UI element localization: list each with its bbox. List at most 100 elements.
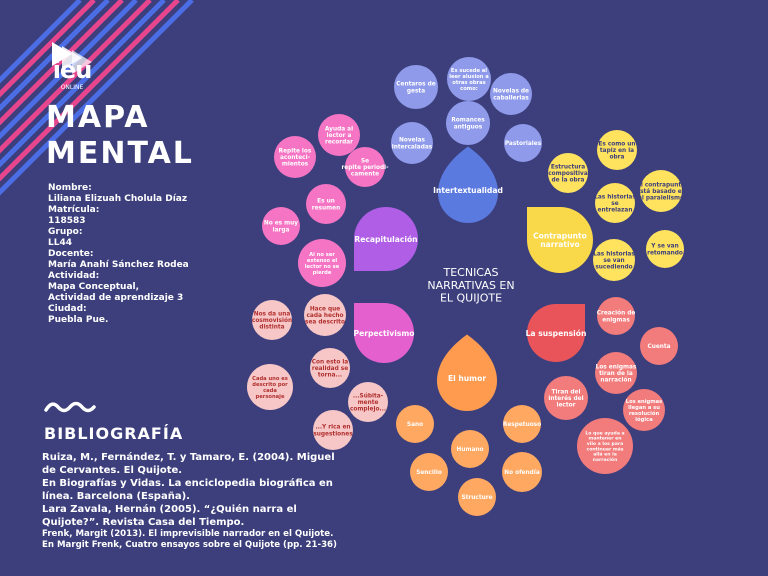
bubble-text: Y se van xyxy=(650,244,678,250)
bubble-text: sucediendo xyxy=(595,265,632,271)
bibliography-title: BIBLIOGRAFÍA xyxy=(44,424,184,443)
branch-label: Perpectivismo xyxy=(354,329,415,338)
branch-label: Recapitulación xyxy=(354,235,417,244)
branch-perpectivismo xyxy=(354,303,414,363)
bubble-text: gesta xyxy=(407,88,425,94)
bubble-text: Es como un xyxy=(598,141,635,147)
bubble-text: Lo que ayuda a xyxy=(585,430,624,436)
bubble-perpectivismo xyxy=(310,348,350,388)
stripe xyxy=(0,0,96,200)
bubble-text: Centaros de xyxy=(396,82,435,88)
center-title: NARRATIVAS EN xyxy=(427,279,514,292)
bubble-perpectivismo xyxy=(304,294,346,336)
logo-text: ieu xyxy=(52,56,93,84)
bibliography-line: línea. Barcelona (España). xyxy=(42,491,190,502)
bubble-la-suspension xyxy=(544,376,588,420)
bubble-el-humor xyxy=(451,430,489,468)
bubble-recapitulacion xyxy=(262,207,300,245)
bubble-text: Al no ser xyxy=(309,252,335,258)
bubble-la-suspension xyxy=(595,352,637,394)
bubble-text: Es sucede al xyxy=(451,68,487,74)
bubble-text: de la obra xyxy=(552,178,585,184)
bubble-text: vilo a los para xyxy=(587,441,623,447)
bubble-text: extenso el xyxy=(307,258,338,264)
bubble-intertextualidad xyxy=(490,73,532,115)
bubble-text: personaje xyxy=(256,394,285,400)
bubble-text: resumen xyxy=(312,205,340,211)
bubble-text: Estructura xyxy=(551,164,585,170)
bubble-text: está basado en xyxy=(636,188,686,195)
bubble-text: retomando xyxy=(647,250,683,256)
bubble-la-suspension xyxy=(597,297,635,335)
bubble-text: tapiz en la xyxy=(600,148,634,154)
stripe xyxy=(0,0,138,200)
bubble-text: tiran de la xyxy=(599,371,633,377)
bubble-text: otras obras xyxy=(452,80,485,86)
bubble-contrapunto-narrativo xyxy=(646,230,684,268)
bubble-text: larga xyxy=(273,227,290,233)
bubble-text: Repite los xyxy=(279,148,312,154)
bubble-text: Humano xyxy=(456,447,483,453)
branch-el-humor xyxy=(437,334,497,411)
center-title: EL QUIJOTE xyxy=(440,292,502,305)
bubble-text: sea descrito xyxy=(305,320,345,326)
stripe xyxy=(0,0,166,200)
stripe xyxy=(0,0,152,200)
bubble-text: realidad se xyxy=(312,366,348,372)
branch-label: Intertextualidad xyxy=(433,186,503,195)
bubble-text: ...Y rica en xyxy=(315,425,350,431)
bubble-text: entrelazan xyxy=(598,208,633,214)
bubble-contrapunto-narrativo xyxy=(595,183,635,223)
bubble-text: No ofendía xyxy=(504,469,540,476)
info-line: Actividad de aprendizaje 3 xyxy=(48,292,184,303)
bubble-text: compositiva xyxy=(548,171,588,177)
bubble-text: distinta xyxy=(259,325,284,331)
bubble-text: Cuenta xyxy=(647,344,670,350)
logo-subtext: ONLINE xyxy=(60,84,84,91)
info-line: Matrícula: xyxy=(48,204,100,215)
bubble-text: Con esto la xyxy=(312,359,349,365)
bubble-recapitulacion xyxy=(345,147,385,187)
bubble-text: Cada uno es xyxy=(252,376,288,382)
bubble-text: obra xyxy=(610,155,625,161)
info-line: LL44 xyxy=(48,237,72,248)
bubble-text: Las historias xyxy=(594,194,636,200)
bubble-text: Las historias xyxy=(593,251,635,257)
bubble-la-suspension xyxy=(640,327,678,365)
bibliography-line: Ruiza, M., Fernández, T. y Tamaro, E. (2… xyxy=(42,452,335,463)
bubble-text: cada xyxy=(263,388,277,394)
bibliography-line: En Biografías y Vidas. La enciclopedia b… xyxy=(42,478,333,489)
bubble-text: repite periodi- xyxy=(341,165,389,171)
bubble-text: recordar xyxy=(325,140,353,146)
bibliography-list: Ruiza, M., Fernández, T. y Tamaro, E. (2… xyxy=(42,451,337,551)
branch-label: La suspensión xyxy=(526,329,587,338)
info-line: Mapa Conceptual, xyxy=(48,281,140,292)
bubble-text: se xyxy=(611,201,618,207)
branch-label: Contrapunto narrativo xyxy=(533,232,587,250)
bubble-text: mientos xyxy=(282,162,309,168)
bubble-intertextualidad xyxy=(391,122,433,164)
bubble-text: Los enigmas xyxy=(626,399,662,405)
bubble-text: Pastoriales xyxy=(505,141,542,147)
info-line: Nombre: xyxy=(48,183,92,193)
bubble-text: continuar más xyxy=(586,445,623,452)
bubble-text: narración xyxy=(593,456,618,463)
bubble-el-humor xyxy=(502,452,542,492)
page-title-line-2: MENTAL xyxy=(46,136,194,171)
bibliography-line: Lara Zavala, Hernán (2005). “¿Quién narr… xyxy=(42,504,297,515)
bubble-el-humor xyxy=(410,453,448,491)
bubble-text: leer alusion a xyxy=(449,74,489,80)
bubble-recapitulacion xyxy=(298,239,346,287)
bubble-text: narración xyxy=(600,377,631,384)
bubble-intertextualidad xyxy=(446,101,490,145)
bubble-text: interés del xyxy=(548,395,583,402)
stripe xyxy=(0,0,82,200)
info-line: Actividad: xyxy=(48,270,100,281)
page-title-line-1: MAPA xyxy=(46,100,150,135)
info-line: María Anahí Sánchez Rodea xyxy=(48,259,189,270)
ieu-logo-icon xyxy=(52,42,92,74)
bubble-text: lógica xyxy=(635,416,653,423)
bibliography-line: de Cervantes. El Quijote. xyxy=(42,465,183,476)
bubble-text: ...Súbita- xyxy=(353,392,384,399)
